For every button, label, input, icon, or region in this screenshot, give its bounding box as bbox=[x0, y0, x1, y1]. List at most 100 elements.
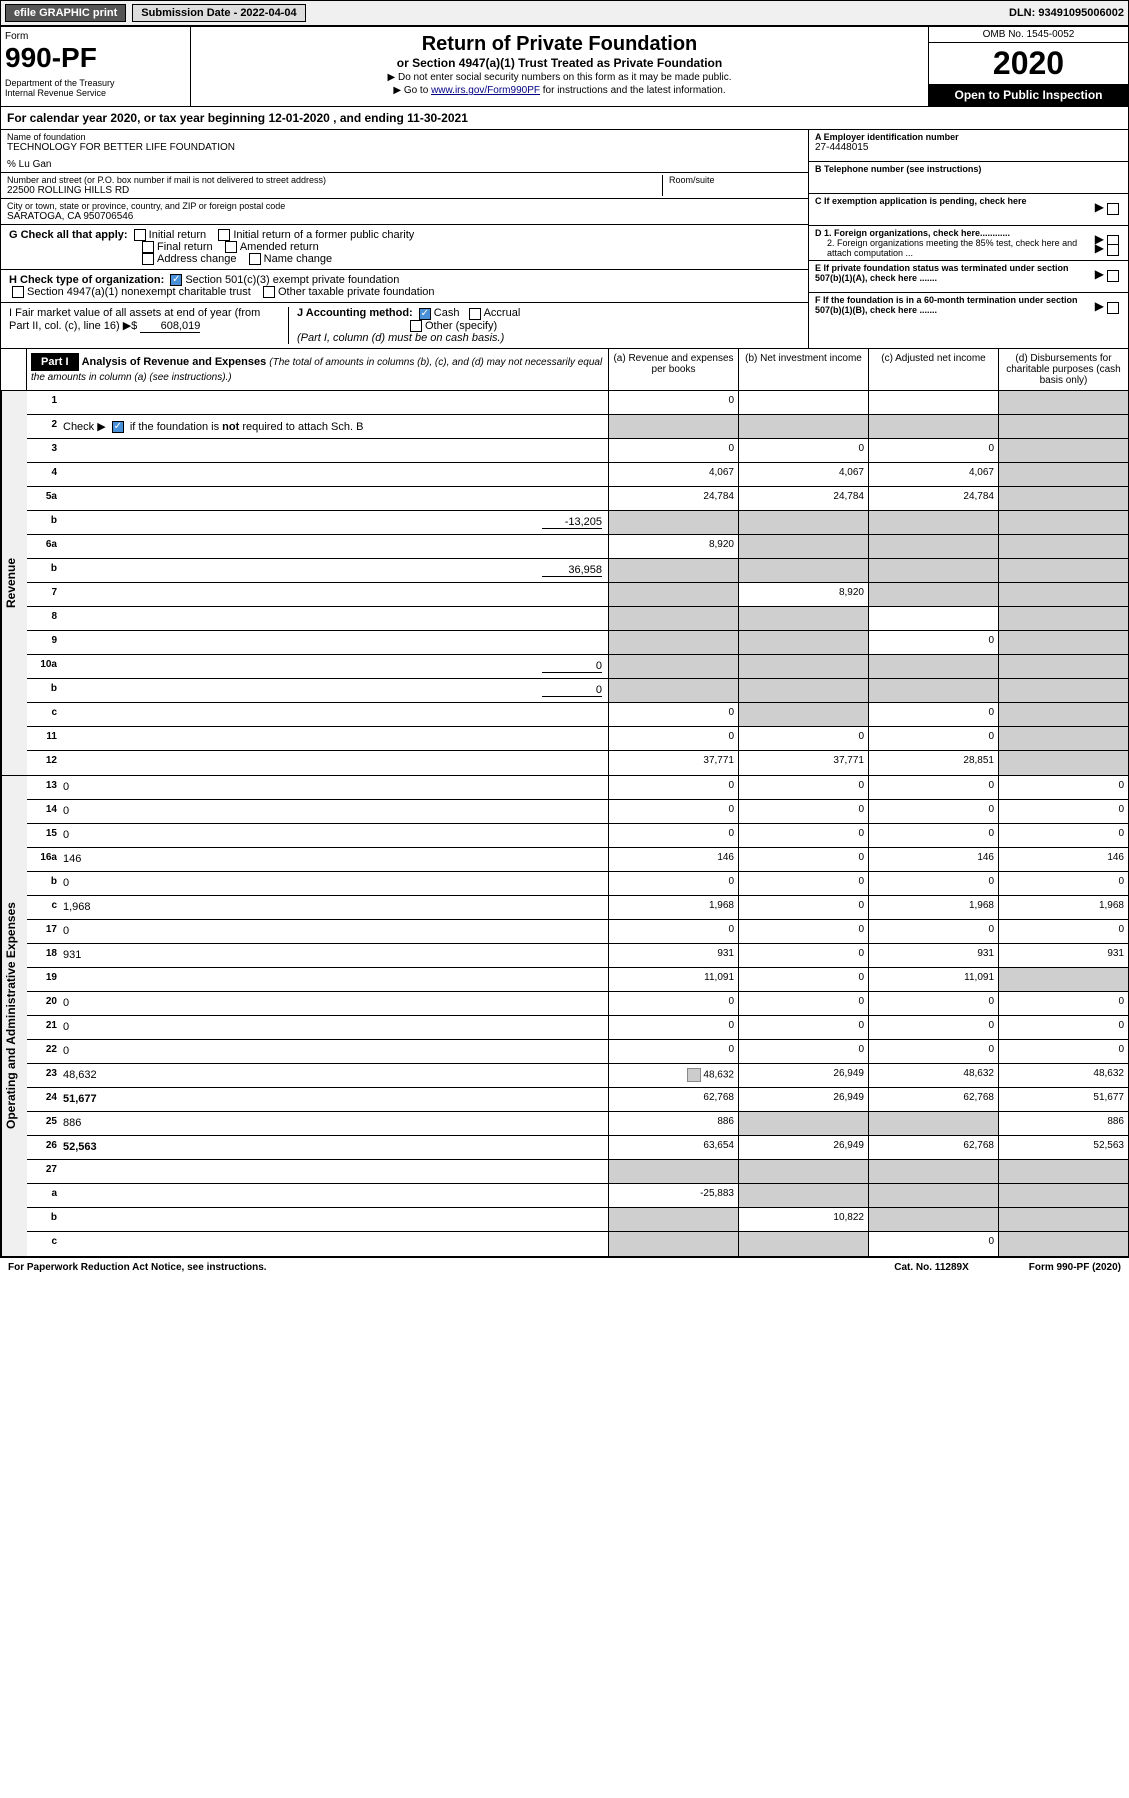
line-row: b00000 bbox=[27, 872, 1128, 896]
chk-f[interactable] bbox=[1107, 302, 1119, 314]
col-b-header: (b) Net investment income bbox=[738, 349, 868, 390]
irs-link[interactable]: www.irs.gov/Form990PF bbox=[431, 85, 540, 96]
line-row: 10 bbox=[27, 391, 1128, 415]
cat-no: Cat. No. 11289X bbox=[894, 1262, 968, 1273]
line-row: 2200000 bbox=[27, 1040, 1128, 1064]
note-link: ▶ Go to www.irs.gov/Form990PF for instru… bbox=[197, 85, 922, 96]
page-footer: For Paperwork Reduction Act Notice, see … bbox=[0, 1258, 1129, 1277]
chk-address[interactable] bbox=[142, 253, 154, 265]
chk-cash[interactable] bbox=[419, 308, 431, 320]
phone-label: B Telephone number (see instructions) bbox=[815, 164, 981, 174]
room-label: Room/suite bbox=[669, 175, 802, 185]
foundation-name: TECHNOLOGY FOR BETTER LIFE FOUNDATION bbox=[7, 142, 802, 153]
c-label: C If exemption application is pending, c… bbox=[815, 196, 1027, 206]
line-row: 1400000 bbox=[27, 800, 1128, 824]
line-row: 2000000 bbox=[27, 992, 1128, 1016]
line-row: 27 bbox=[27, 1160, 1128, 1184]
line-row: b0 bbox=[27, 679, 1128, 703]
omb-number: OMB No. 1545-0052 bbox=[929, 27, 1128, 43]
form-label: Form bbox=[5, 31, 186, 42]
calendar-year-line: For calendar year 2020, or tax year begi… bbox=[1, 107, 1128, 130]
chk-final[interactable] bbox=[142, 241, 154, 253]
line-row: 78,920 bbox=[27, 583, 1128, 607]
line-row: 1300000 bbox=[27, 776, 1128, 800]
ein-label: A Employer identification number bbox=[815, 132, 959, 142]
line-row: 2348,63248,63226,94948,63248,632 bbox=[27, 1064, 1128, 1088]
paperwork-notice: For Paperwork Reduction Act Notice, see … bbox=[8, 1262, 267, 1273]
chk-schb[interactable] bbox=[112, 421, 124, 433]
col-c-header: (c) Adjusted net income bbox=[868, 349, 998, 390]
line-row: c1,9681,96801,9681,968 bbox=[27, 896, 1128, 920]
col-a-header: (a) Revenue and expenses per books bbox=[608, 349, 738, 390]
d1-label: D 1. Foreign organizations, check here..… bbox=[815, 228, 1010, 238]
chk-accrual[interactable] bbox=[469, 308, 481, 320]
inspection-notice: Open to Public Inspection bbox=[929, 84, 1128, 106]
line-row: 25886886886 bbox=[27, 1112, 1128, 1136]
line-row: 1237,77137,77128,851 bbox=[27, 751, 1128, 775]
attachment-icon[interactable] bbox=[687, 1068, 701, 1082]
top-bar: efile GRAPHIC print Submission Date - 20… bbox=[1, 1, 1128, 27]
chk-4947[interactable] bbox=[12, 286, 24, 298]
line-row: 6a8,920 bbox=[27, 535, 1128, 559]
line-row: 1911,091011,091 bbox=[27, 968, 1128, 992]
line-row: 5a24,78424,78424,784 bbox=[27, 487, 1128, 511]
ein-value: 27-4448015 bbox=[815, 142, 868, 153]
part1-label: Part I bbox=[31, 353, 79, 371]
chk-initial-former[interactable] bbox=[218, 229, 230, 241]
line-row: c0 bbox=[27, 1232, 1128, 1256]
chk-501c3[interactable] bbox=[170, 274, 182, 286]
form-ref: Form 990-PF (2020) bbox=[1029, 1262, 1121, 1273]
line-row: 2Check ▶ if the foundation is not requir… bbox=[27, 415, 1128, 439]
line-row: 2652,56363,65426,94962,76852,563 bbox=[27, 1136, 1128, 1160]
line-row: 189319310931931 bbox=[27, 944, 1128, 968]
part1-title: Analysis of Revenue and Expenses bbox=[82, 356, 267, 368]
chk-other-method[interactable] bbox=[410, 320, 422, 332]
care-of: % Lu Gan bbox=[7, 159, 802, 170]
line-row: 10a0 bbox=[27, 655, 1128, 679]
line-row: 44,0674,0674,067 bbox=[27, 463, 1128, 487]
line-row: 16a1461460146146 bbox=[27, 848, 1128, 872]
fmv-value: 608,019 bbox=[140, 320, 200, 333]
chk-e[interactable] bbox=[1107, 270, 1119, 282]
chk-c[interactable] bbox=[1107, 203, 1119, 215]
note-ssn: ▶ Do not enter social security numbers o… bbox=[197, 72, 922, 83]
line-row: b10,822 bbox=[27, 1208, 1128, 1232]
form-number: 990-PF bbox=[5, 42, 186, 74]
line-row: b36,958 bbox=[27, 559, 1128, 583]
revenue-side-label: Revenue bbox=[1, 391, 27, 775]
d2-label: 2. Foreign organizations meeting the 85%… bbox=[815, 238, 1088, 258]
chk-d2[interactable] bbox=[1107, 244, 1119, 256]
submission-date: Submission Date - 2022-04-04 bbox=[132, 4, 305, 22]
dln: DLN: 93491095006002 bbox=[1009, 7, 1124, 19]
addr-label: Number and street (or P.O. box number if… bbox=[7, 175, 662, 185]
line-row: 2100000 bbox=[27, 1016, 1128, 1040]
chk-other-taxable[interactable] bbox=[263, 286, 275, 298]
city-state-zip: SARATOGA, CA 950706546 bbox=[7, 211, 802, 222]
cash-basis-note: (Part I, column (d) must be on cash basi… bbox=[297, 332, 504, 344]
line-row: 1700000 bbox=[27, 920, 1128, 944]
line-row: 3000 bbox=[27, 439, 1128, 463]
chk-amended[interactable] bbox=[225, 241, 237, 253]
section-h: H Check type of organization: Section 50… bbox=[1, 270, 808, 303]
fmv-label: I Fair market value of all assets at end… bbox=[9, 307, 260, 332]
form-subtitle: or Section 4947(a)(1) Trust Treated as P… bbox=[197, 56, 922, 70]
street-address: 22500 ROLLING HILLS RD bbox=[7, 185, 662, 196]
name-label: Name of foundation bbox=[7, 132, 802, 142]
chk-initial[interactable] bbox=[134, 229, 146, 241]
line-row: 1500000 bbox=[27, 824, 1128, 848]
expenses-side-label: Operating and Administrative Expenses bbox=[1, 776, 27, 1256]
f-label: F If the foundation is in a 60-month ter… bbox=[815, 295, 1078, 315]
efile-button[interactable]: efile GRAPHIC print bbox=[5, 4, 126, 22]
line-row: 11000 bbox=[27, 727, 1128, 751]
line-row: b-13,205 bbox=[27, 511, 1128, 535]
chk-name[interactable] bbox=[249, 253, 261, 265]
dept-text: Department of the Treasury Internal Reve… bbox=[5, 78, 186, 98]
section-g: G Check all that apply: Initial return I… bbox=[1, 225, 808, 270]
line-row: a-25,883 bbox=[27, 1184, 1128, 1208]
e-label: E If private foundation status was termi… bbox=[815, 263, 1069, 283]
line-row: 90 bbox=[27, 631, 1128, 655]
form-header: Form 990-PF Department of the Treasury I… bbox=[1, 27, 1128, 107]
city-label: City or town, state or province, country… bbox=[7, 201, 802, 211]
line-row: 8 bbox=[27, 607, 1128, 631]
line-row: 2451,67762,76826,94962,76851,677 bbox=[27, 1088, 1128, 1112]
